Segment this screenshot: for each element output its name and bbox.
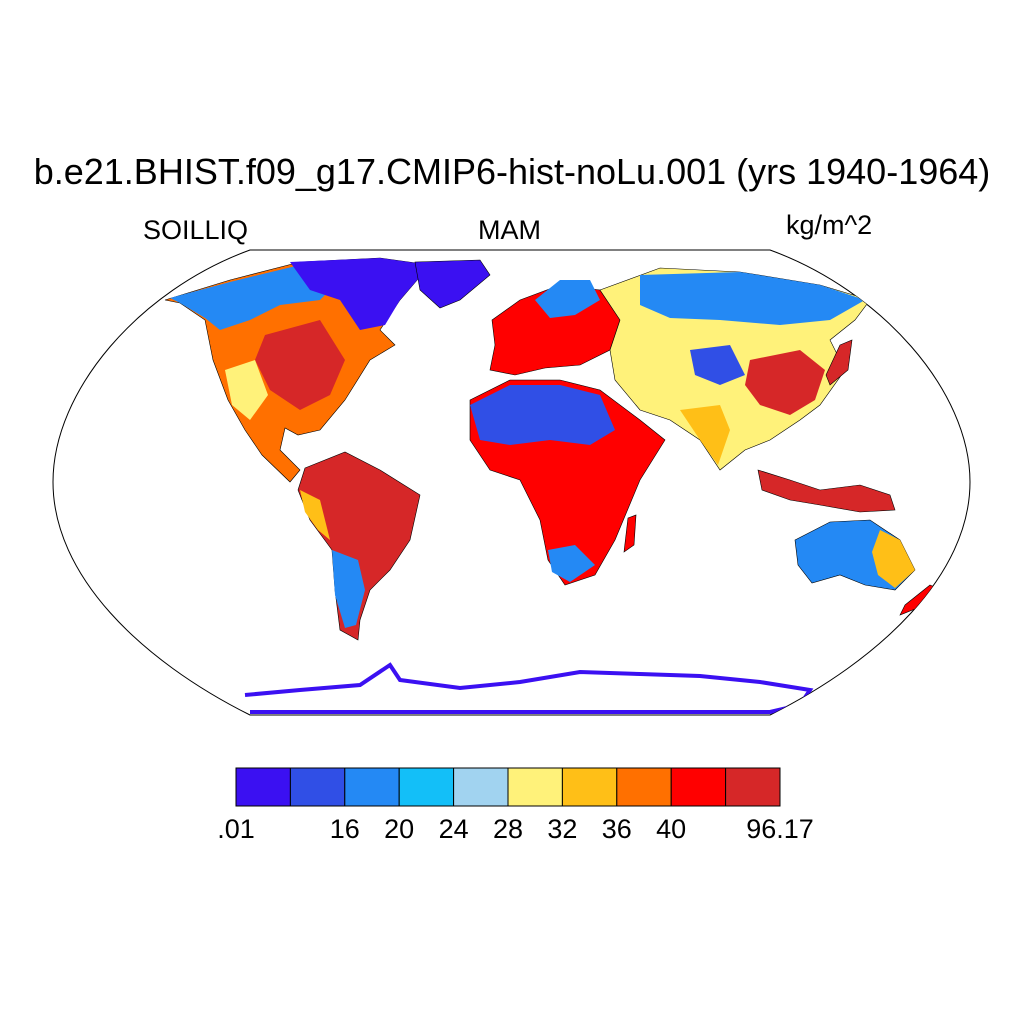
colorbar-tick-label: 16: [329, 814, 360, 844]
land-india: [680, 405, 730, 465]
land-new-zealand: [899, 584, 938, 616]
land-central-asia: [690, 345, 745, 385]
colorbar-tick-label: 20: [384, 814, 415, 844]
colorbar-tick-label: 24: [438, 814, 469, 844]
colorbar-tick-label: 28: [492, 814, 524, 844]
map-title: b.e21.BHIST.f09_g17.CMIP6-hist-noLu.001 …: [33, 151, 991, 192]
land-south-america-south: [332, 550, 365, 628]
land-south-america: [297, 451, 421, 641]
land-siberia: [640, 272, 865, 325]
land-china: [745, 350, 825, 415]
map-boundary: [52, 249, 971, 716]
colorbar-tick-label: 96.17: [746, 814, 814, 844]
land-scandinavia: [535, 280, 600, 318]
land-madagascar: [623, 514, 637, 553]
land-australia-east: [872, 530, 915, 588]
season-label: MAM: [478, 215, 541, 245]
colorbar-tick-label: 32: [547, 814, 578, 844]
land-japan: [825, 339, 853, 386]
colorbar-tick-label: 36: [601, 814, 632, 844]
units-label: kg/m^2: [786, 210, 873, 240]
land-canada-arctic: [290, 258, 430, 330]
land-greenland: [414, 259, 491, 309]
land-maritime-se-asia: [757, 469, 896, 513]
land-sahara: [470, 385, 615, 445]
land-south-america-west: [300, 490, 330, 540]
colorbar-tick-label: .01: [217, 814, 255, 844]
land-us-southwest: [225, 360, 268, 420]
land-africa-south: [548, 545, 595, 582]
colorbar-tick-label: 40: [656, 814, 687, 844]
land-us-east: [255, 320, 345, 410]
variable-label: SOILLIQ: [143, 215, 249, 245]
land-antarctica: [244, 662, 814, 714]
